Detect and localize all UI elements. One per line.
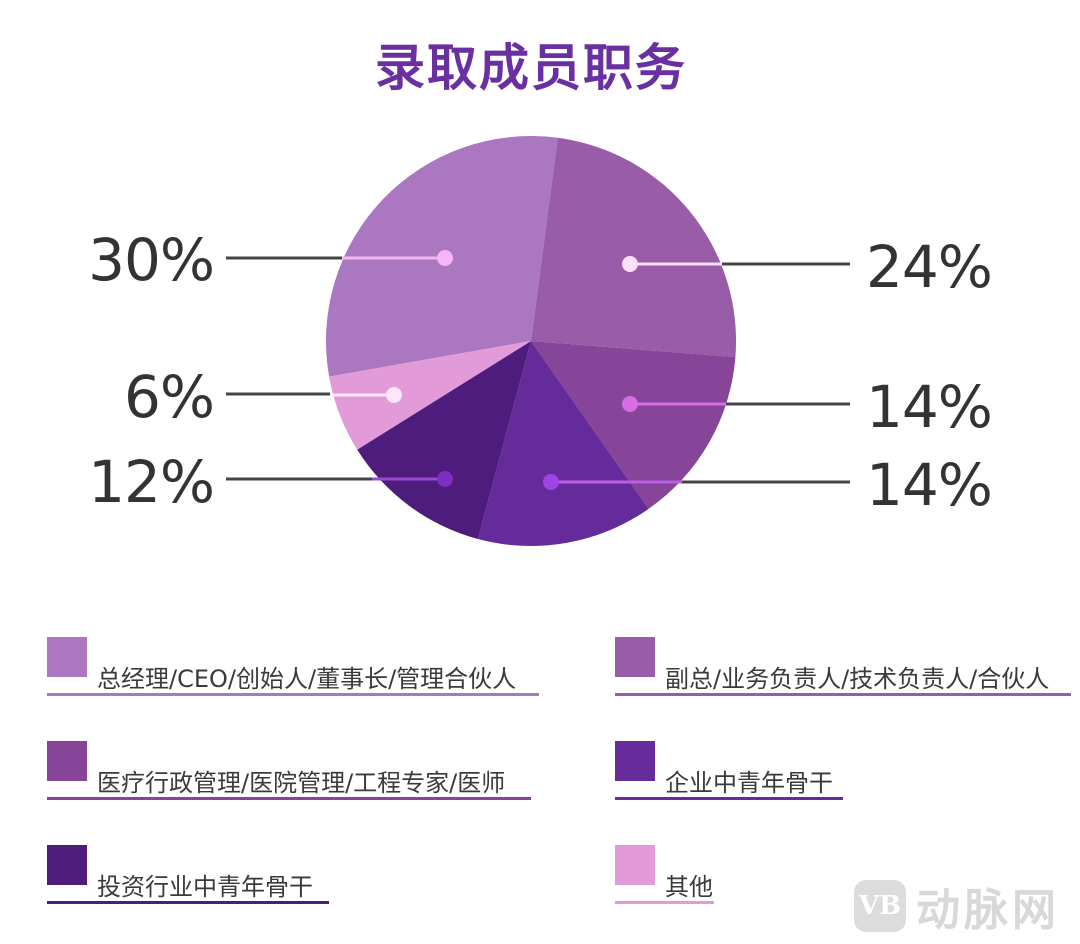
pie-slice-other[interactable] [329, 341, 531, 450]
legend-item-vp: 副总/业务负责人/技术负责人/合伙人 [615, 637, 1071, 701]
legend-swatch [615, 741, 655, 781]
pie-slice-investment[interactable] [357, 341, 531, 539]
legend-underline [615, 693, 1071, 696]
legend-swatch [47, 845, 87, 885]
label-30-percent: 30% [88, 226, 215, 294]
legend-underline [615, 797, 843, 800]
legend-underline [615, 901, 714, 904]
watermark-logo-icon: VB [854, 880, 906, 932]
chart-title: 录取成员职务 [375, 39, 687, 97]
legend-swatch [47, 637, 87, 677]
legend-item-other: 其他 [615, 845, 714, 909]
watermark-text: 动脉网 [916, 885, 1060, 936]
legend-label: 其他 [665, 873, 713, 901]
label-14-percent-enterprise: 14% [866, 451, 993, 519]
pie-slice-enterprise[interactable] [477, 341, 649, 546]
legend-label: 总经理/CEO/创始人/董事长/管理合伙人 [97, 665, 517, 693]
legend-underline [47, 797, 531, 800]
legend-swatch [47, 741, 87, 781]
label-24-percent: 24% [866, 233, 993, 301]
legend-label: 投资行业中青年骨干 [97, 873, 313, 901]
leader-inner [330, 250, 726, 490]
legend-item-medical: 医疗行政管理/医院管理/工程专家/医师 [47, 741, 531, 805]
label-14-percent-medical: 14% [866, 373, 993, 441]
pie-slice-vp[interactable] [531, 137, 737, 358]
legend-item-enterprise: 企业中青年骨干 [615, 741, 843, 805]
legend-label: 副总/业务负责人/技术负责人/合伙人 [665, 665, 1050, 693]
label-6-percent: 6% [123, 363, 215, 431]
leader-lines [226, 256, 850, 484]
legend-label: 医疗行政管理/医院管理/工程专家/医师 [97, 769, 506, 797]
legend-underline [47, 901, 329, 904]
legend-swatch [615, 845, 655, 885]
pie-slice-medical[interactable] [531, 341, 736, 509]
legend-item-ceo: 总经理/CEO/创始人/董事长/管理合伙人 [47, 637, 539, 701]
legend-item-investment: 投资行业中青年骨干 [47, 845, 329, 909]
watermark: VB 动脉网 [854, 878, 1060, 936]
legend-underline [47, 693, 539, 696]
legend-swatch [615, 637, 655, 677]
legend-label: 企业中青年骨干 [665, 769, 833, 797]
label-12-percent: 12% [88, 448, 215, 516]
